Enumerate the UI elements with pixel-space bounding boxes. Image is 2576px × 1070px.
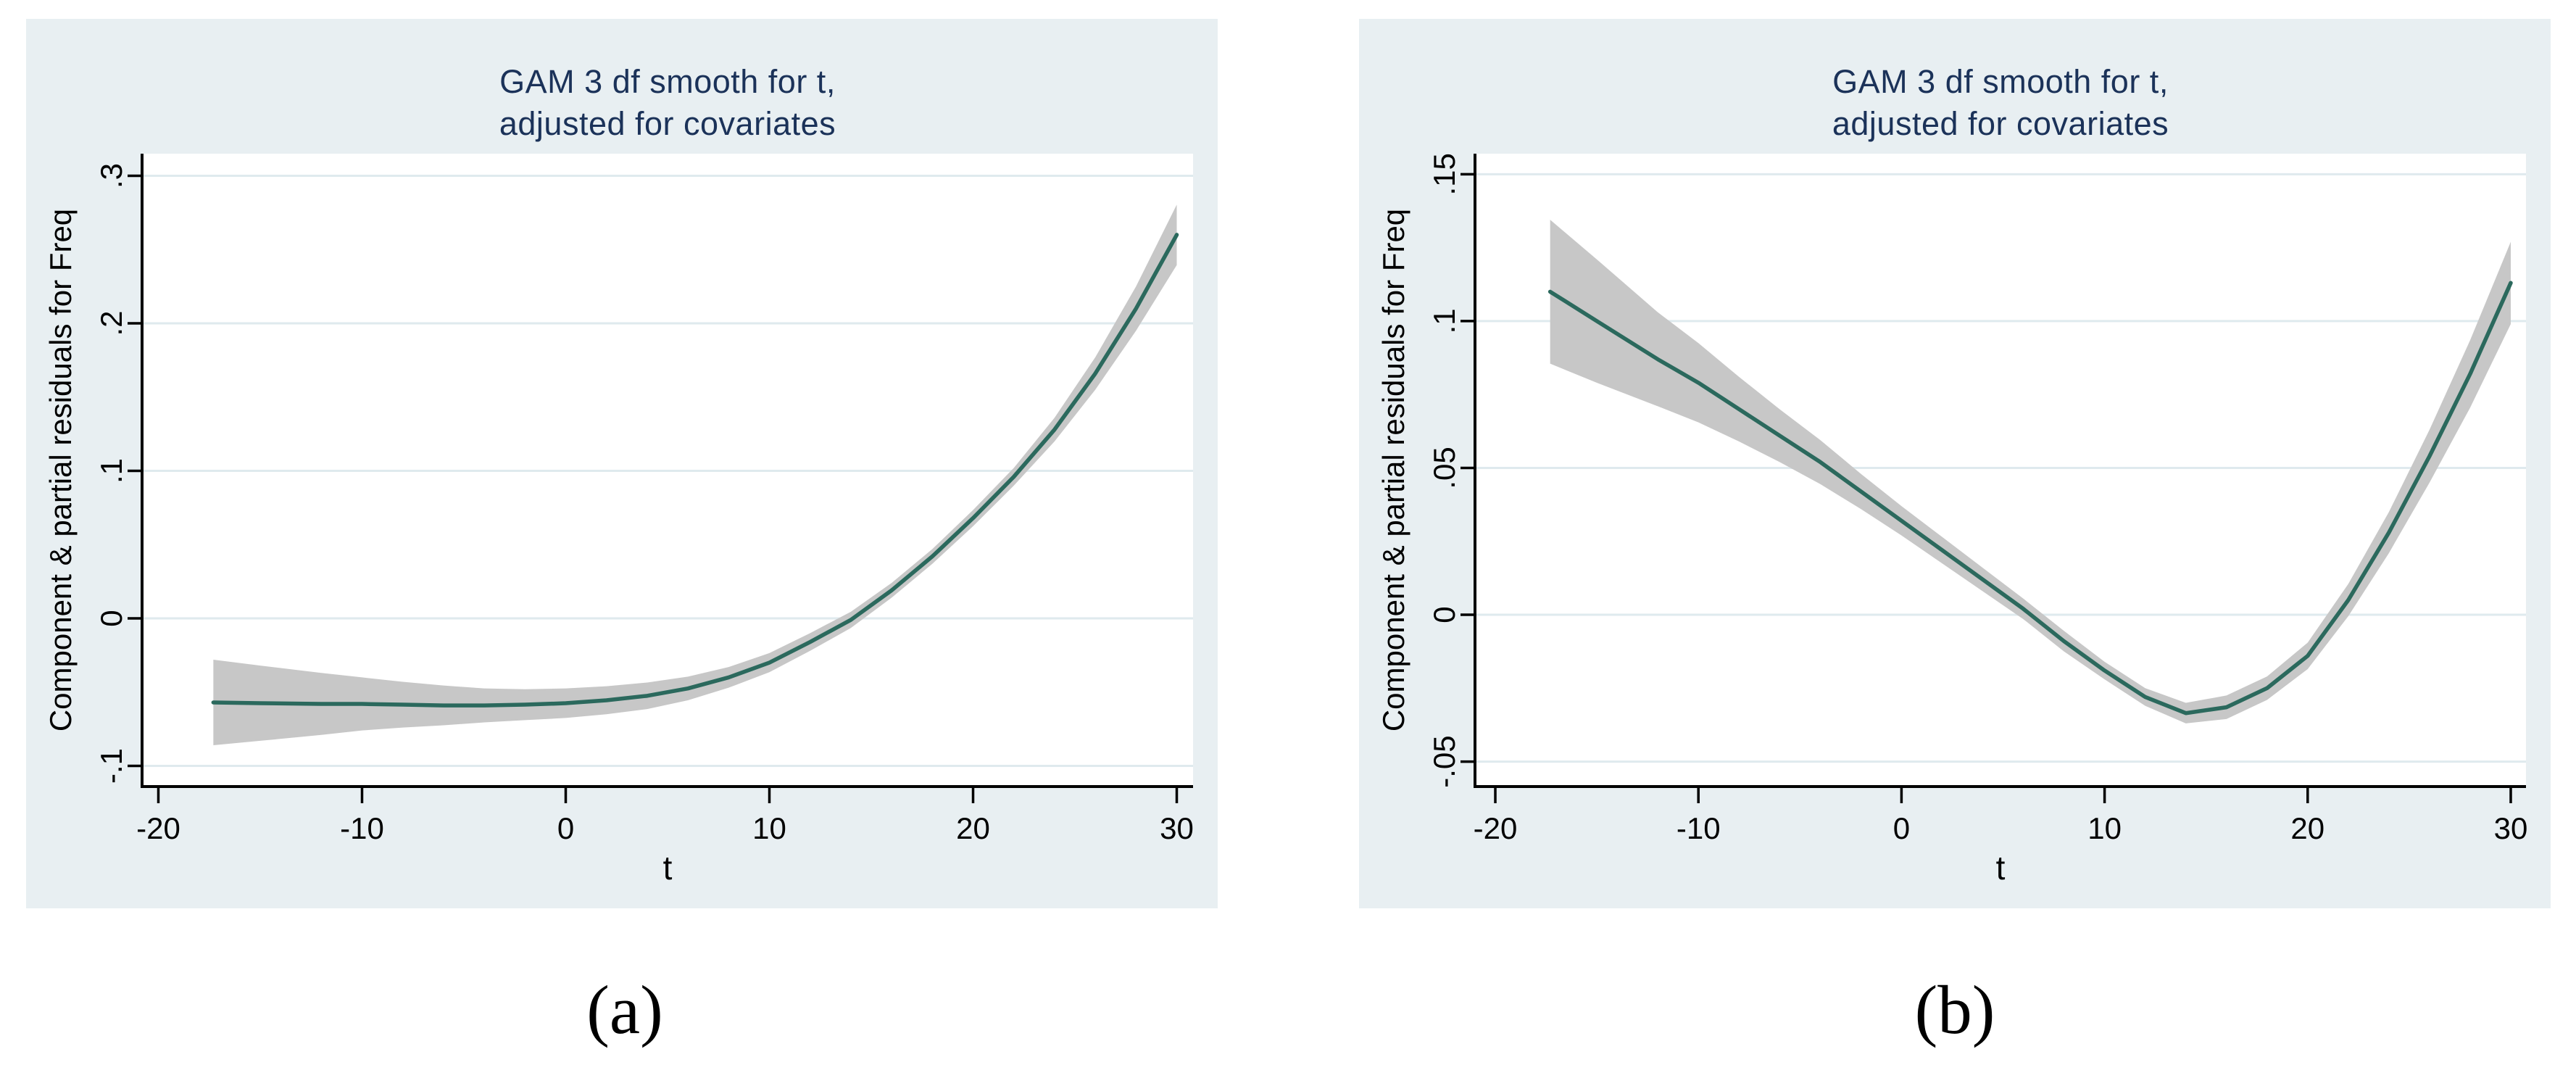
y-tick-label: .1 [1427,308,1461,333]
x-axis-title: t [663,849,673,887]
x-tick-label: -20 [136,811,180,845]
plot-area [1475,154,2526,787]
subfigure-label-a: (a) [586,971,663,1048]
chart-panel-b: .15 .1 .05 0 -.05 -20 -10 0 10 20 30 Component & pa… [1359,19,2551,908]
confidence-band [213,204,1177,746]
x-tick-label: 20 [956,811,990,845]
x-tick-label: 30 [1160,811,1194,845]
chart-title-line1: GAM 3 df smooth for t, [499,63,836,100]
x-tick-label: -20 [1474,811,1518,845]
gam-smooth-plot-a: .3 .2 .1 0 -.1-20 -10 0 10 20 30 Component & parti… [43,154,1194,887]
y-tick-label: -.1 [94,748,128,784]
y-axis-title: Component & partial residuals for Freq [1376,209,1410,731]
x-tick-label: 10 [2087,811,2122,845]
chart-title-line1: GAM 3 df smooth for t, [1832,63,2169,100]
y-tick-label: .05 [1427,447,1461,489]
confidence-band [1550,220,2511,723]
x-tick-label: 10 [752,811,786,845]
y-tick-label: .1 [94,458,128,484]
chart-title-b: GAM 3 df smooth for t, adjusted for cova… [1475,61,2526,145]
x-tick-label: -10 [340,811,384,845]
y-tick-label: 0 [1427,606,1461,623]
smooth-fit-line [1547,281,2513,716]
x-axis-title: t [1996,849,2006,887]
y-axis-title: Component & partial residuals for Freq [43,209,78,731]
x-tick-label: 0 [557,811,574,845]
x-tick-label: 30 [2494,811,2528,845]
y-tick-label: .2 [94,311,128,336]
chart-title-line2: adjusted for covariates [499,105,836,142]
x-tick-label: -10 [1677,811,1721,845]
x-tick-label: 0 [1893,811,1910,845]
gam-smooth-plot-b: .15 .1 .05 0 -.05 -20 -10 0 10 20 30 Component & pa… [1376,153,2528,887]
chart-panel-a: .3 .2 .1 0 -.1 -20 -10 0 10 20 30 Component & parti… [26,19,1218,908]
chart-title-a: GAM 3 df smooth for t, adjusted for cova… [142,61,1193,145]
y-tick-label: 0 [94,610,128,626]
y-tick-label: -.05 [1427,735,1461,787]
chart-title-line2: adjusted for covariates [1832,105,2169,142]
y-tick-label: .15 [1427,153,1461,195]
smooth-fit-line [211,233,1179,708]
y-tick-label: .3 [94,163,128,188]
subfigure-label-b: (b) [1914,971,1995,1048]
x-tick-label: 20 [2290,811,2324,845]
